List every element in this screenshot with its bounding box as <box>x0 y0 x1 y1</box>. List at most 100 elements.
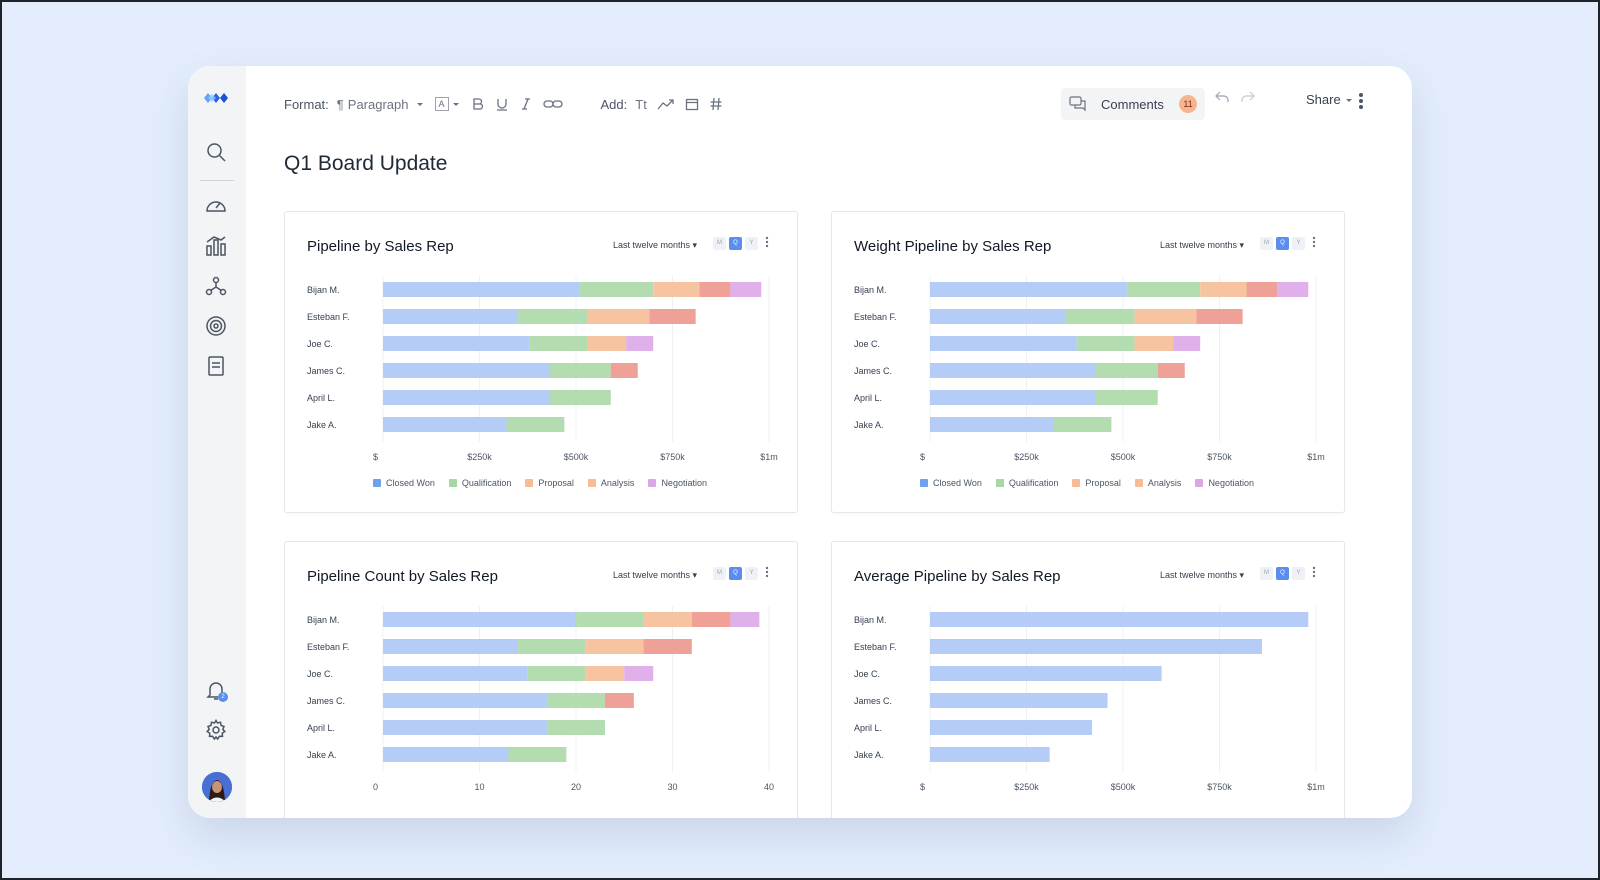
bar-segment-proposal[interactable] <box>587 336 627 351</box>
bar-segment-analysis[interactable] <box>691 612 731 627</box>
italic-button[interactable] <box>519 97 533 111</box>
period-button-y[interactable]: Y <box>745 567 758 580</box>
card-more-icon[interactable] <box>1312 566 1316 578</box>
legend-item[interactable]: Analysis <box>1134 478 1181 488</box>
bar-segment-qualification[interactable] <box>548 390 611 405</box>
bar-segment-proposal[interactable] <box>1134 336 1174 351</box>
period-button-y[interactable]: Y <box>1292 567 1305 580</box>
bar-segment-closed-won[interactable] <box>383 336 530 351</box>
link-button[interactable] <box>542 97 563 111</box>
bar-segment-qualification[interactable] <box>547 693 605 708</box>
bar-segment-qualification[interactable] <box>508 747 567 762</box>
paragraph-style-select[interactable]: ¶ Paragraph <box>337 97 425 112</box>
period-button-m[interactable]: M <box>1260 237 1273 250</box>
legend-item[interactable]: Closed Won <box>920 478 982 488</box>
card-more-icon[interactable] <box>765 566 769 578</box>
font-color-select[interactable]: A <box>434 97 461 111</box>
bar-segment-analysis[interactable] <box>649 309 696 324</box>
bar-segment-qualification[interactable] <box>1126 282 1201 297</box>
bar-segment-negotiation[interactable] <box>626 336 654 351</box>
bar-segment-proposal[interactable] <box>653 282 700 297</box>
bar-segment-analysis[interactable] <box>610 363 638 378</box>
bar-segment-negotiation[interactable] <box>730 282 762 297</box>
period-button-m[interactable]: M <box>713 237 726 250</box>
period-button-m[interactable]: M <box>713 567 726 580</box>
bar-segment-qualification[interactable] <box>1076 336 1135 351</box>
bar-segment-analysis[interactable] <box>604 693 634 708</box>
bar-segment-qualification[interactable] <box>527 666 586 681</box>
bar-segment-closed-won[interactable] <box>383 639 519 654</box>
bar-segment-proposal[interactable] <box>585 666 625 681</box>
underline-button[interactable] <box>495 97 509 111</box>
search-icon[interactable] <box>204 140 228 164</box>
date-range-select[interactable]: Last twelve months ▾ <box>1160 570 1245 580</box>
bar-segment-qualification[interactable] <box>529 336 588 351</box>
bar-segment-qualification[interactable] <box>1095 390 1158 405</box>
bar-segment-analysis[interactable] <box>643 639 692 654</box>
bar-segment-qualification[interactable] <box>576 612 644 627</box>
dashboard-gauge-icon[interactable] <box>204 194 228 218</box>
bar-segment-analysis[interactable] <box>699 282 731 297</box>
bar-segment-closed-won[interactable] <box>930 309 1066 324</box>
bar-segment-proposal[interactable] <box>1134 309 1197 324</box>
bar-segment-proposal[interactable] <box>643 612 692 627</box>
bar-segment-analysis[interactable] <box>1157 363 1185 378</box>
bar-segment-closed-won[interactable] <box>930 720 1093 735</box>
period-button-m[interactable]: M <box>1260 567 1273 580</box>
bar-segment-closed-won[interactable] <box>930 747 1050 762</box>
bar-segment-closed-won[interactable] <box>383 390 549 405</box>
bar-segment-qualification[interactable] <box>579 282 654 297</box>
period-button-q[interactable]: Q <box>729 567 742 580</box>
period-button-q[interactable]: Q <box>1276 567 1289 580</box>
legend-item[interactable]: Proposal <box>1072 478 1121 488</box>
bar-segment-closed-won[interactable] <box>930 639 1262 654</box>
date-range-select[interactable]: Last twelve months ▾ <box>1160 240 1245 250</box>
bar-segment-negotiation[interactable] <box>1277 282 1309 297</box>
bar-segment-closed-won[interactable] <box>383 417 507 432</box>
bar-segment-qualification[interactable] <box>506 417 565 432</box>
legend-item[interactable]: Closed Won <box>373 478 435 488</box>
bar-segment-analysis[interactable] <box>1246 282 1278 297</box>
bar-segment-qualification[interactable] <box>518 309 588 324</box>
bar-segment-negotiation[interactable] <box>730 612 760 627</box>
bar-segment-closed-won[interactable] <box>383 309 519 324</box>
comments-button[interactable]: Comments 11 <box>1061 88 1205 120</box>
legend-item[interactable]: Qualification <box>995 478 1058 488</box>
bar-segment-closed-won[interactable] <box>383 720 548 735</box>
bar-segment-closed-won[interactable] <box>930 390 1096 405</box>
target-icon[interactable] <box>204 314 228 338</box>
document-icon[interactable] <box>204 354 228 378</box>
period-button-y[interactable]: Y <box>1292 237 1305 250</box>
bar-segment-closed-won[interactable] <box>383 693 548 708</box>
card-more-icon[interactable] <box>1312 236 1316 248</box>
user-avatar[interactable] <box>202 772 232 802</box>
period-button-q[interactable]: Q <box>1276 237 1289 250</box>
bar-segment-closed-won[interactable] <box>383 282 580 297</box>
app-logo-icon[interactable] <box>200 90 232 106</box>
add-number-button[interactable] <box>709 97 723 111</box>
bar-segment-closed-won[interactable] <box>930 693 1108 708</box>
redo-icon[interactable] <box>1240 90 1256 104</box>
bar-segment-negotiation[interactable] <box>624 666 654 681</box>
legend-item[interactable]: Analysis <box>587 478 634 488</box>
share-button[interactable]: Share <box>1306 92 1353 107</box>
bar-segment-closed-won[interactable] <box>930 336 1077 351</box>
add-date-button[interactable] <box>685 97 699 111</box>
bar-segment-closed-won[interactable] <box>930 612 1309 627</box>
bar-segment-proposal[interactable] <box>587 309 650 324</box>
add-text-button[interactable]: Tt <box>635 97 647 112</box>
bold-button[interactable] <box>471 97 485 111</box>
bar-segment-qualification[interactable] <box>548 363 611 378</box>
bar-segment-qualification[interactable] <box>1053 417 1112 432</box>
date-range-select[interactable]: Last twelve months ▾ <box>613 570 698 580</box>
bar-segment-closed-won[interactable] <box>930 363 1096 378</box>
legend-item[interactable]: Qualification <box>448 478 511 488</box>
bar-segment-closed-won[interactable] <box>383 747 509 762</box>
bar-segment-proposal[interactable] <box>1200 282 1247 297</box>
settings-gear-icon[interactable] <box>204 718 228 742</box>
bar-segment-qualification[interactable] <box>1065 309 1135 324</box>
legend-item[interactable]: Negotiation <box>648 478 707 488</box>
undo-icon[interactable] <box>1214 90 1230 104</box>
analytics-icon[interactable] <box>204 234 228 258</box>
period-button-y[interactable]: Y <box>745 237 758 250</box>
